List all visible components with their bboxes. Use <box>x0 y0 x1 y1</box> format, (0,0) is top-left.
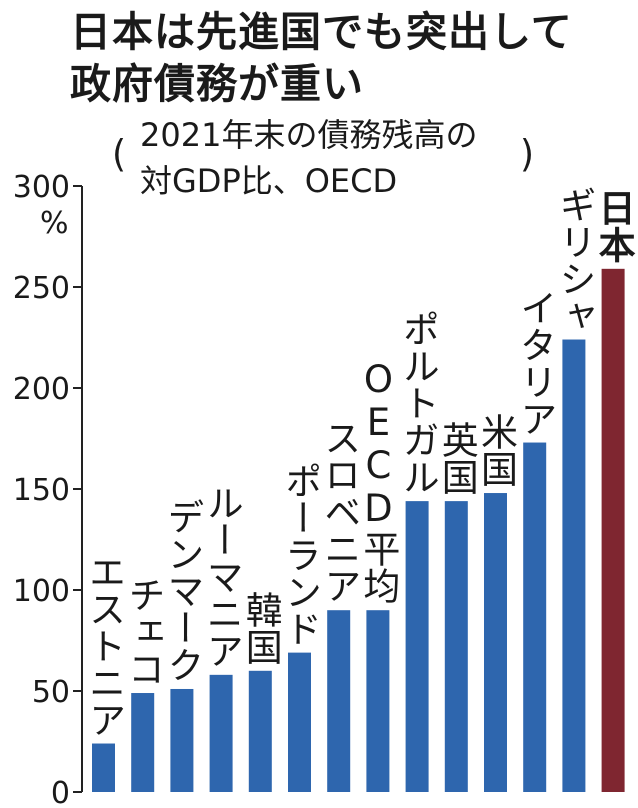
category-label: 米国 <box>474 413 518 488</box>
subtitle-line-2: 対GDP比、OECD <box>140 162 398 200</box>
y-tick-label: 100 <box>13 574 70 609</box>
bar <box>248 670 272 792</box>
bar <box>366 610 390 792</box>
bar <box>405 501 429 792</box>
bar <box>92 743 115 792</box>
category-label: ポルトガル <box>396 310 440 496</box>
bar <box>288 652 311 792</box>
bar <box>444 501 468 792</box>
y-tick-label: 200 <box>13 372 70 407</box>
category-label: イタリア <box>513 288 557 437</box>
category-label: ポーランド <box>278 461 322 647</box>
category-label: スロベニア <box>317 419 361 605</box>
title-line-2: 政府債務が重い <box>70 60 364 108</box>
bar-highlight <box>601 268 625 792</box>
subtitle-paren-open: ( <box>112 132 127 176</box>
category-label: エストニア <box>82 552 126 738</box>
category-label: 日本 <box>592 188 636 263</box>
bar <box>131 693 155 792</box>
title-line-1: 日本は先進国でも突出して <box>70 8 573 56</box>
y-tick-label: 0 <box>51 776 70 808</box>
bar <box>562 339 586 792</box>
category-label: ギリシャ <box>552 185 596 334</box>
category-label: 英国 <box>435 421 479 496</box>
subtitle-paren-close: ) <box>520 132 535 176</box>
category-label: ルーマニア <box>200 483 244 669</box>
bar <box>327 610 351 792</box>
category-label: 韓国 <box>239 590 283 665</box>
y-tick-label: 50 <box>32 675 70 710</box>
y-tick-label: 250 <box>13 271 70 306</box>
bar <box>484 493 507 792</box>
bar <box>170 688 194 792</box>
subtitle-line-1: 2021年末の債務残高の <box>140 116 478 154</box>
bar <box>209 674 233 792</box>
category-label: チェコ <box>121 576 165 688</box>
y-tick-label: 150 <box>13 473 70 508</box>
category-label: デンマーク <box>160 497 204 683</box>
y-axis-unit: % <box>40 206 69 241</box>
y-tick-label: 300 <box>13 170 70 205</box>
chart-title: 日本は先進国でも突出して 政府債務が重い <box>70 6 573 110</box>
chart-subtitle: 2021年末の債務残高の 対GDP比、OECD <box>140 112 477 204</box>
bar <box>523 442 547 792</box>
category-label: OECD平均 <box>356 358 400 605</box>
